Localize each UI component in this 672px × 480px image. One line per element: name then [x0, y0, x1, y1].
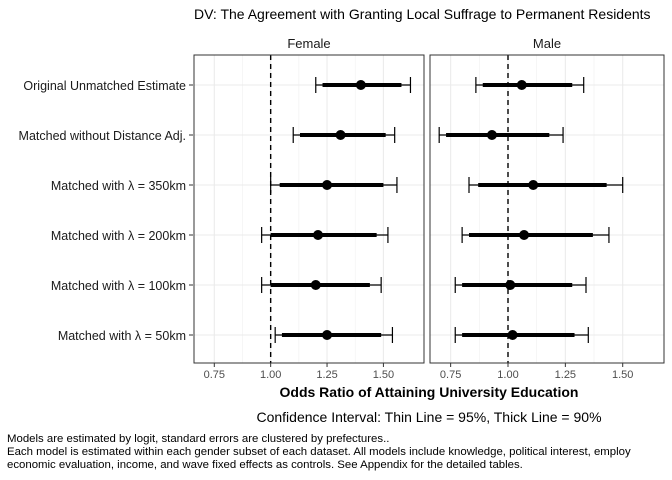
- category-label: Matched with λ = 50km: [58, 329, 186, 343]
- estimate-point: [516, 80, 527, 90]
- estimate-point: [335, 130, 346, 140]
- category-label: Matched with λ = 200km: [51, 229, 186, 243]
- chart-title: DV: The Agreement with Granting Local Su…: [194, 6, 651, 22]
- x-tick-label: 1.00: [260, 369, 281, 381]
- estimate-point: [322, 180, 333, 190]
- estimate-point: [507, 330, 518, 340]
- caption-line-3: economic evaluation, income, and wave fi…: [7, 459, 523, 471]
- estimate-point: [313, 230, 324, 240]
- estimate-point: [310, 280, 321, 290]
- facet-strip: [194, 33, 424, 55]
- x-tick-label: 0.75: [204, 369, 225, 381]
- caption-line-2: Each model is estimated within each gend…: [7, 446, 631, 458]
- category-label: Matched without Distance Adj.: [19, 129, 186, 143]
- category-label: Matched with λ = 100km: [51, 279, 186, 293]
- estimate-point: [519, 230, 530, 240]
- facet-strip: [430, 33, 664, 55]
- panel-border: [429, 54, 665, 364]
- facet-label: Female: [287, 36, 330, 51]
- estimate-point: [322, 330, 333, 340]
- category-label: Original Unmatched Estimate: [23, 79, 186, 93]
- x-tick-label: 1.00: [497, 369, 518, 381]
- estimate-point: [486, 130, 497, 140]
- x-tick-label: 0.75: [440, 369, 461, 381]
- panel-border: [193, 54, 425, 364]
- estimate-point: [528, 180, 539, 190]
- caption-line-1: Models are estimated by logit, standard …: [7, 433, 390, 445]
- x-tick-label: 1.25: [555, 369, 576, 381]
- estimate-point: [355, 80, 366, 90]
- estimate-point: [505, 280, 516, 290]
- category-label: Matched with λ = 350km: [51, 179, 186, 193]
- chart-subtitle: Confidence Interval: Thin Line = 95%, Th…: [256, 409, 601, 425]
- facet-label: Male: [533, 36, 561, 51]
- x-axis-title: Odds Ratio of Attaining University Educa…: [280, 384, 579, 400]
- x-tick-label: 1.50: [612, 369, 633, 381]
- x-tick-label: 1.25: [316, 369, 337, 381]
- x-tick-label: 1.50: [373, 369, 394, 381]
